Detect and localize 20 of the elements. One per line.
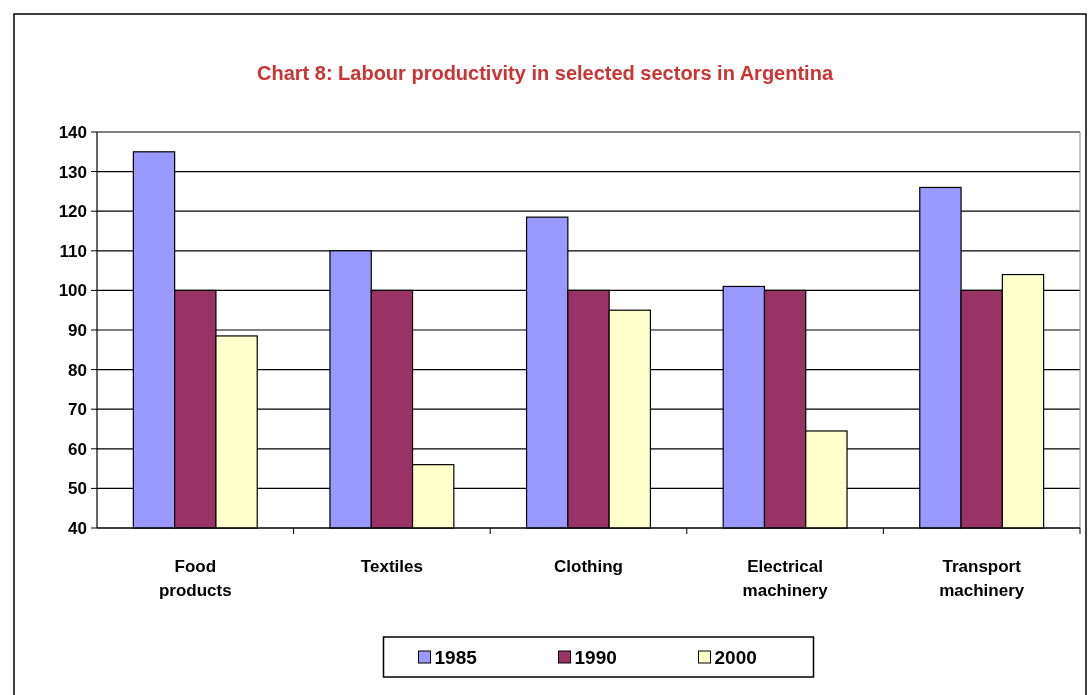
y-tick-label: 80 <box>68 360 87 380</box>
y-tick-label: 120 <box>58 202 87 222</box>
x-tick-label: Transport machinery <box>939 557 1025 600</box>
x-tick-label: Clothing <box>554 557 623 576</box>
y-tick-label: 50 <box>68 479 87 499</box>
y-tick-label: 90 <box>68 320 87 340</box>
y-tick-label: 40 <box>68 518 87 538</box>
legend-label: 2000 <box>714 646 757 668</box>
legend-label: 1985 <box>434 646 478 668</box>
x-tick-label: Textiles <box>360 557 423 576</box>
y-tick-label: 70 <box>68 400 87 420</box>
x-tick-label: Food products <box>158 557 232 600</box>
y-tick-label: 140 <box>58 122 87 142</box>
y-tick-label: 110 <box>59 241 87 261</box>
y-tick-label: 60 <box>68 439 87 459</box>
legend-label: 1990 <box>574 646 617 668</box>
chart-title: Chart 8: Labour productivity in selected sectors in Argentina <box>256 62 834 84</box>
y-tick-label: 130 <box>58 162 87 182</box>
x-tick-label: Electrical machinery <box>742 557 829 600</box>
y-tick-label: 100 <box>58 281 87 301</box>
